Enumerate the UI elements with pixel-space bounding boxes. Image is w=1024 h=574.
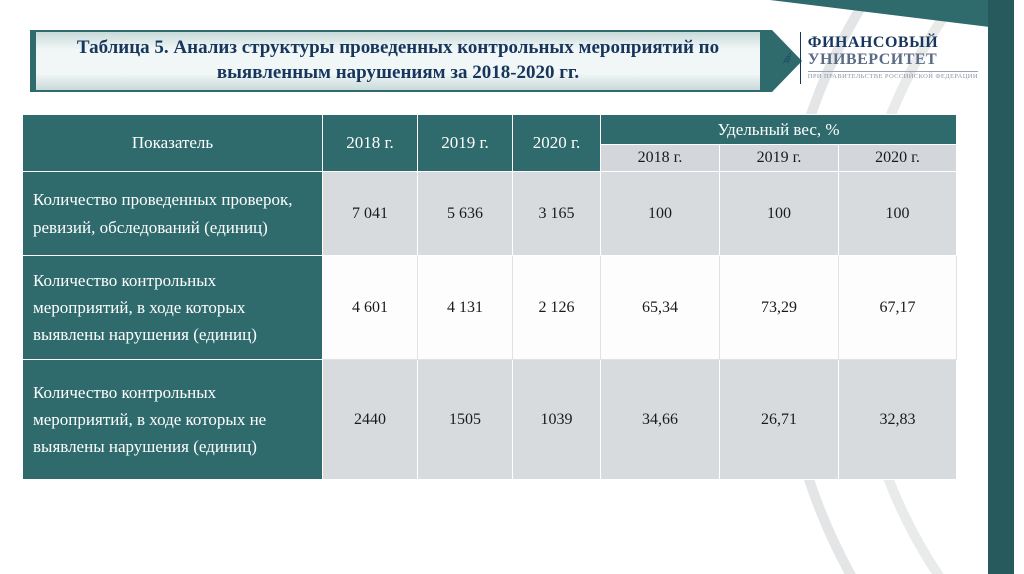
- university-logo: ФИНАНСОВЫЙ УНИВЕРСИТЕТ ПРИ ПРАВИТЕЛЬСТВЕ…: [782, 32, 978, 84]
- col-header-indicator: Показатель: [22, 114, 323, 172]
- row-value: 2440: [322, 359, 418, 480]
- row-share: 65,34: [600, 255, 720, 360]
- row-share: 73,29: [719, 255, 839, 360]
- row-value: 1039: [512, 359, 601, 480]
- row-share: 26,71: [719, 359, 839, 480]
- row-indicator: Количество проведенных проверок, ревизий…: [22, 171, 323, 256]
- col-header-2018: 2018 г.: [322, 114, 418, 172]
- row-share: 67,17: [837, 255, 958, 360]
- row-value: 7 041: [322, 171, 418, 256]
- right-accent-bar: [988, 0, 1014, 574]
- col-header-2019: 2019 г.: [417, 114, 513, 172]
- logo-text: ФИНАНСОВЫЙ УНИВЕРСИТЕТ ПРИ ПРАВИТЕЛЬСТВЕ…: [807, 33, 978, 81]
- title-banner: Таблица 5. Анализ структуры проведенных …: [30, 30, 802, 92]
- header-row-1: Показатель 2018 г. 2019 г. 2020 г. Удель…: [22, 114, 958, 172]
- logo-name-line1: ФИНАНСОВЫЙ: [807, 33, 939, 51]
- row-share: 34,66: [600, 359, 720, 480]
- col-header-2020: 2020 г.: [512, 114, 601, 172]
- analysis-table: Показатель 2018 г. 2019 г. 2020 г. Удель…: [22, 114, 958, 480]
- row-value: 4 601: [322, 255, 418, 360]
- university-logo-icon: [783, 52, 791, 64]
- row-indicator: Количество контрольных мероприятий, в хо…: [22, 255, 323, 360]
- row-value: 1505: [417, 359, 513, 480]
- row-value: 4 131: [417, 255, 513, 360]
- table-row: Количество проведенных проверок, ревизий…: [22, 171, 958, 256]
- col-header-share-2019: 2019 г.: [719, 144, 839, 172]
- row-value: 3 165: [512, 171, 601, 256]
- col-header-share-2018: 2018 г.: [600, 144, 720, 172]
- row-share: 100: [837, 171, 958, 256]
- row-share: 100: [719, 171, 839, 256]
- slide-title: Таблица 5. Анализ структуры проведенных …: [76, 37, 720, 83]
- row-value: 2 126: [512, 255, 601, 360]
- row-value: 5 636: [417, 171, 513, 256]
- row-share: 32,83: [837, 359, 958, 480]
- table-row: Количество контрольных мероприятий, в хо…: [22, 359, 958, 480]
- logo-subtitle: ПРИ ПРАВИТЕЛЬСТВЕ РОССИЙСКОЙ ФЕДЕРАЦИИ: [807, 71, 978, 81]
- title-banner-inner: Таблица 5. Анализ структуры проведенных …: [36, 32, 760, 90]
- row-share: 100: [600, 171, 720, 256]
- table-row: Количество контрольных мероприятий, в хо…: [22, 255, 958, 360]
- row-indicator: Количество контрольных мероприятий, в хо…: [22, 359, 323, 480]
- logo-name-line2: УНИВЕРСИТЕТ: [807, 50, 938, 68]
- header-row-2: 2018 г. 2019 г. 2020 г.: [23, 144, 958, 172]
- col-header-share-group: Удельный вес, %: [599, 114, 958, 145]
- table-container: Показатель 2018 г. 2019 г. 2020 г. Удель…: [22, 114, 958, 480]
- col-header-share-2020: 2020 г.: [837, 144, 958, 172]
